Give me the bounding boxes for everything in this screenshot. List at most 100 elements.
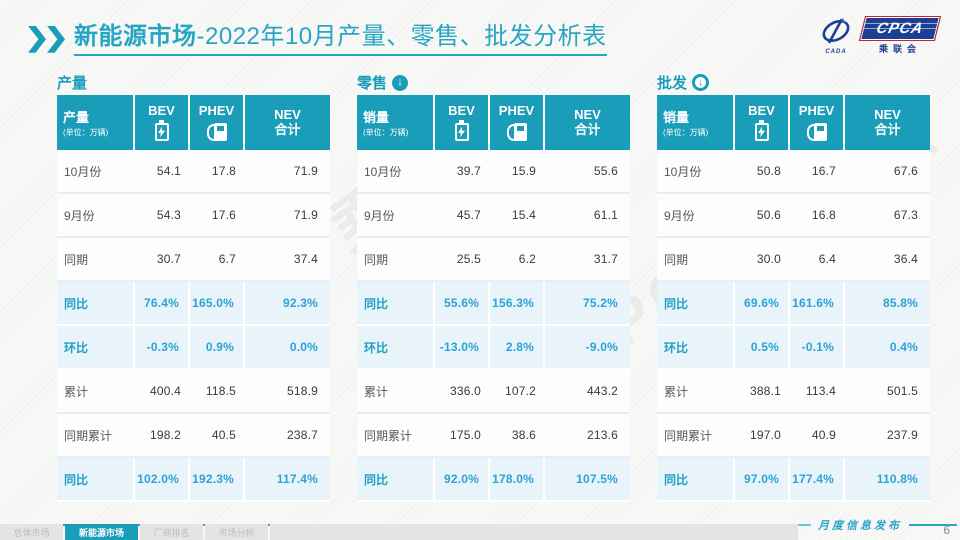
cell-value: 25.5: [456, 252, 481, 266]
cpca-logo: CPCA 乘联会: [858, 16, 942, 55]
footer-rule-line-short: [909, 524, 957, 526]
cell-value: 15.9: [511, 164, 536, 178]
cell-value: 400.4: [149, 384, 181, 398]
column-label: NEV: [874, 106, 901, 122]
table-row: 同比 55.6% 156.3% 75.2%: [357, 282, 630, 326]
cada-logo: CADA: [816, 17, 856, 55]
column-label: 合计: [274, 121, 301, 137]
cell-value: 107.2: [504, 384, 536, 398]
cell-value: 45.7: [456, 208, 481, 222]
row-label: 环比: [57, 326, 135, 368]
cell-value: 36.4: [893, 252, 918, 266]
column-header-nev: NEV 合计: [545, 95, 630, 150]
cell-value: 388.1: [749, 384, 781, 398]
row-label: 同期累计: [364, 428, 413, 443]
table-row: 同比 97.0% 177.4% 110.8%: [657, 458, 930, 502]
cell-value: 55.6: [593, 164, 618, 178]
cell-value: 17.6: [211, 208, 236, 222]
unit-sub-label: (单位：万辆): [63, 128, 109, 137]
cell-value: 67.3: [893, 208, 918, 222]
bev-battery-icon: [454, 119, 469, 141]
unit-header-cell: 销量 (单位：万辆): [357, 95, 435, 150]
cell-value: 16.7: [811, 164, 836, 178]
row-label: 同比: [57, 282, 135, 324]
row-label: 环比: [357, 326, 435, 368]
cell-value: -0.3%: [135, 326, 190, 368]
bev-battery-icon: [754, 119, 769, 141]
table-row: 累计 336.0 107.2 443.2: [357, 370, 630, 414]
row-label: 同期: [64, 252, 89, 267]
column-label: BEV: [448, 103, 475, 119]
table-block-retail: 零售 ↓ 销量 (单位：万辆) BEV PHEV NEV 合计 10月份 39.7 15.9 55…: [357, 71, 630, 502]
cpca-badge: CPCA: [858, 16, 942, 41]
cell-value: 237.9: [886, 428, 918, 442]
row-label: 10月份: [64, 164, 102, 179]
cell-value: 16.8: [811, 208, 836, 222]
table-row: 9月份 45.7 15.4 61.1: [357, 194, 630, 238]
table-row: 同比 69.6% 161.6% 85.8%: [657, 282, 930, 326]
table-row: 累计 388.1 113.4 501.5: [657, 370, 930, 414]
row-label: 同比: [357, 282, 435, 324]
bev-battery-icon: [154, 119, 169, 141]
cell-value: 54.3: [156, 208, 181, 222]
row-label: 环比: [657, 326, 735, 368]
cell-value: 0.9%: [190, 326, 245, 368]
row-label: 同比: [657, 282, 735, 324]
cell-value: 38.6: [511, 428, 536, 442]
table-row: 同比 102.0% 192.3% 117.4%: [57, 458, 330, 502]
cell-value: 31.7: [593, 252, 618, 266]
cell-value: 30.7: [156, 252, 181, 266]
nav-tab-新能源市场[interactable]: 新能源市场: [65, 524, 138, 540]
cell-value: 118.5: [205, 384, 236, 398]
cell-value: 71.9: [293, 208, 318, 222]
row-label: 累计: [664, 384, 689, 399]
section-label: 零售: [357, 75, 388, 92]
cell-value: 198.2: [149, 428, 181, 442]
column-label: BEV: [148, 103, 175, 119]
cada-caption: CADA: [825, 48, 847, 55]
unit-label: 销量: [663, 110, 690, 125]
page-title: 新能源市场-2022年10月产量、零售、批发分析表: [74, 23, 607, 56]
table-row: 同期 25.5 6.2 31.7: [357, 238, 630, 282]
page-number: 6: [943, 523, 950, 537]
table-row: 10月份 39.7 15.9 55.6: [357, 150, 630, 194]
wholesale-table: 销量 (单位：万辆) BEV PHEV NEV 合计 10月份 50.8 16.7 67.6 9月份…: [657, 95, 930, 502]
unit-label: 销量: [363, 110, 390, 125]
cell-value: 161.6%: [790, 282, 845, 324]
row-label: 9月份: [64, 208, 95, 223]
cell-value: 76.4%: [135, 282, 190, 324]
table-row: 环比 0.5% -0.1% 0.4%: [657, 326, 930, 370]
nav-tab-总体市场[interactable]: 总体市场: [0, 524, 63, 540]
unit-label: 产量: [63, 110, 90, 125]
nav-tab-厂商排名[interactable]: 厂商排名: [140, 524, 203, 540]
cell-value: 15.4: [511, 208, 536, 222]
retail-table: 销量 (单位：万辆) BEV PHEV NEV 合计 10月份 39.7 15.9 55.6 9月份…: [357, 95, 630, 502]
cell-value: -0.1%: [790, 326, 845, 368]
column-label: 合计: [574, 121, 601, 137]
cell-value: -9.0%: [585, 340, 618, 354]
cell-value: 67.6: [893, 164, 918, 178]
section-head-production: 产量: [57, 71, 330, 94]
cell-value: 443.2: [586, 384, 618, 398]
cell-value: 69.6%: [735, 282, 790, 324]
section-label: 产量: [57, 75, 88, 92]
unit-header-cell: 销量 (单位：万辆): [657, 95, 735, 150]
unit-header-cell: 产量 (单位：万辆): [57, 95, 135, 150]
table-row: 10月份 54.1 17.8 71.9: [57, 150, 330, 194]
table-row: 9月份 54.3 17.6 71.9: [57, 194, 330, 238]
phev-charger-icon: [506, 122, 527, 141]
table-row: 同期累计 175.0 38.6 213.6: [357, 414, 630, 458]
cell-value: 102.0%: [135, 458, 190, 500]
table-row: 同期累计 197.0 40.9 237.9: [657, 414, 930, 458]
down-arrow-icon: ↓: [392, 74, 409, 91]
cell-value: 40.5: [211, 428, 236, 442]
nav-tab-市场分析[interactable]: 市场分析: [205, 524, 268, 540]
down-arrow-icon: ↓: [692, 74, 710, 91]
page-title-rest: -2022年10月产量、零售、批发分析表: [196, 23, 607, 50]
row-label: 同比: [357, 458, 435, 500]
cell-value: 71.9: [293, 164, 318, 178]
column-header-phev: PHEV: [190, 95, 245, 150]
row-label: 同期累计: [64, 428, 113, 443]
unit-sub-label: (单位：万辆): [663, 128, 709, 137]
